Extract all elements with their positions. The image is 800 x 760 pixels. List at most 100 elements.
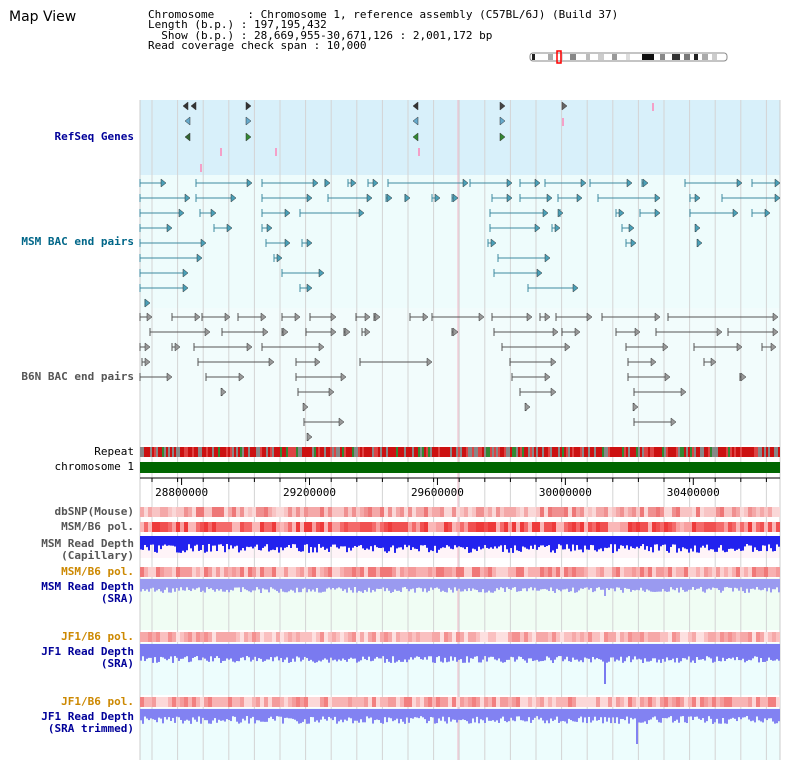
chromosome-ideogram[interactable] [529, 50, 728, 64]
msm-depth-sra-bar [382, 579, 384, 588]
jf1-pol-sra-cell [184, 632, 188, 642]
msm-bac-track[interactable] [139, 178, 781, 308]
msm-bac-arrow [534, 223, 541, 233]
repeat-track [140, 447, 780, 457]
msm-pol-cap-cell [608, 522, 612, 532]
jf1-depth-sra-bar [238, 644, 240, 662]
repeat-element [386, 447, 388, 457]
jf1-depth-trim-bar [714, 709, 716, 723]
jf1-depth-trim-bar [728, 709, 730, 720]
msm-depth-cap-bar [460, 536, 462, 548]
msm-depth-sra-bar [486, 579, 488, 593]
msm-depth-cap-bar [552, 536, 554, 551]
msm-depth-cap-bar [558, 536, 560, 545]
jf1-pol-sra-cell [584, 632, 588, 642]
msm-depth-sra-bar [446, 579, 448, 593]
jf1-depth-trim-bar [408, 709, 410, 723]
msm-depth-sra-bar [624, 579, 626, 588]
jf1-pol-sra-cell [532, 632, 536, 642]
msm-pol-cap-cell [196, 522, 200, 532]
ideogram-band [642, 54, 654, 60]
msm-depth-cap-bar [340, 536, 342, 547]
jf1-pol-trim-cell [556, 697, 560, 707]
msm-depth-sra-bar [276, 579, 278, 592]
jf1-pol-trim-cell [428, 697, 432, 707]
jf1-depth-trim-bar [426, 709, 428, 724]
refseq-genes-track[interactable] [182, 101, 654, 172]
jf1-depth-sra-bar [202, 644, 204, 658]
msm-depth-sra-bar [470, 579, 472, 591]
jf1-depth-sra-bar [144, 644, 146, 662]
msm-depth-cap-bar [174, 536, 176, 547]
b6n-bac-track[interactable] [139, 312, 779, 442]
msm-bac-arrow [490, 238, 497, 248]
msm-pol-sra-cell [692, 567, 696, 577]
track-label-msm-b6-pol-sra: MSM/B6 pol. [61, 565, 134, 578]
jf1-depth-sra-bar [600, 644, 602, 660]
msm-depth-sra-bar [596, 579, 598, 588]
jf1-depth-trim-bar [222, 709, 224, 721]
jf1-depth-trim-bar [624, 709, 626, 721]
jf1-depth-sra-bar [294, 644, 296, 662]
msm-depth-sra-bar [390, 579, 392, 593]
msm-depth-cap-bar [160, 536, 162, 550]
jf1-pol-trim-cell [684, 697, 688, 707]
jf1-pol-trim-cell [380, 697, 384, 707]
jf1-depth-trim-bar [156, 709, 158, 723]
jf1-depth-sra-bar [490, 644, 492, 657]
msm-depth-sra-bar [238, 579, 240, 588]
b6n-bac-arrow [586, 312, 593, 322]
repeat-element [476, 447, 478, 457]
jf1-depth-sra-bar [720, 644, 722, 662]
msm-depth-sra-bar [698, 579, 700, 589]
jf1-depth-trim-bar [700, 709, 702, 720]
jf1-depth-trim-bar [472, 709, 474, 719]
jf1-pol-trim-cell [496, 697, 500, 707]
jf1-pol-sra-cell [244, 632, 248, 642]
jf1-depth-sra-bar [406, 644, 408, 663]
jf1-pol-trim-cell [292, 697, 296, 707]
msm-depth-sra-bar [572, 579, 574, 588]
jf1-depth-trim-bar [294, 709, 296, 720]
msm-depth-cap-bar [292, 536, 294, 545]
jf1-depth-trim-bar [546, 709, 548, 721]
msm-pol-cap-cell [776, 522, 780, 532]
dbsnp-cell [188, 507, 192, 517]
msm-depth-sra-bar [144, 579, 146, 591]
jf1-depth-sra-bar [302, 644, 304, 660]
repeat-element [206, 447, 208, 457]
ideogram-band [598, 54, 604, 60]
jf1-depth-trim-bar [726, 709, 728, 724]
jf1-depth-trim-bar [144, 709, 146, 717]
jf1-pol-trim-cell [716, 697, 720, 707]
msm-depth-cap-bar [222, 536, 224, 547]
jf1-pol-sra-cell [480, 632, 484, 642]
msm-depth-cap-bar [186, 536, 188, 551]
msm-depth-cap-bar [578, 536, 580, 550]
jf1-pol-sra-cell [624, 632, 628, 642]
repeat-element [748, 447, 750, 457]
jf1-depth-sra-bar [278, 644, 280, 661]
msm-depth-sra-bar [336, 579, 338, 589]
msm-depth-sra-bar [450, 579, 452, 590]
jf1-pol-sra-cell [572, 632, 576, 642]
jf1-pol-trim-cell [224, 697, 228, 707]
msm-depth-sra-bar [436, 579, 438, 588]
jf1-depth-sra-bar [542, 644, 544, 662]
jf1-pol-trim-cell [448, 697, 452, 707]
b6n-bac-arrow [478, 312, 485, 322]
jf1-depth-trim-bar [570, 709, 572, 721]
jf1-depth-trim-bar [676, 709, 678, 720]
msm-depth-sra-bar [268, 579, 270, 593]
msm-pol-cap-cell [440, 522, 444, 532]
jf1-depth-trim-bar [210, 709, 212, 724]
jf1-depth-sra-bar [486, 644, 488, 662]
dbsnp-cell [660, 507, 664, 517]
jf1-depth-trim-bar [618, 709, 620, 724]
msm-pol-cap-cell [160, 522, 164, 532]
jf1-pol-trim-cell [244, 697, 248, 707]
msm-pol-sra-cell [608, 567, 612, 577]
repeat-element [202, 447, 204, 457]
jf1-pol-trim-cell [240, 697, 244, 707]
